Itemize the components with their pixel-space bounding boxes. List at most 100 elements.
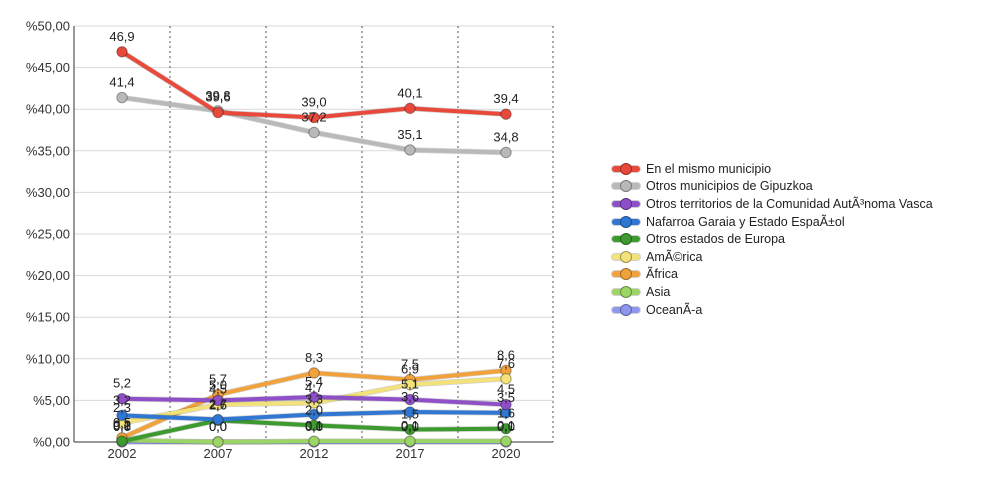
legend-label: Otros territorios de la Comunidad AutÃ³n… [646,196,933,211]
data-point [404,435,416,447]
data-point [116,46,128,58]
data-point [404,423,416,436]
data-label: 1,6 [497,406,515,421]
data-label: 40,1 [397,85,422,100]
legend-label: En el mismo municipio [646,161,772,176]
x-tick-label: 2017 [396,446,425,461]
data-label: 5,7 [209,372,227,387]
data-label: 41,4 [109,75,134,90]
data-label: 34,8 [493,129,518,144]
data-label: 4,7 [305,380,323,395]
data-label: 39,8 [205,88,230,103]
data-label: 35,1 [397,127,422,142]
legend-label: Otros municipios de Gipuzkoa [646,179,813,194]
data-point [116,91,128,104]
data-point [116,393,128,405]
data-label: 1,5 [401,407,419,422]
legend-item: AmÃ©rica [612,248,933,266]
y-tick-label: %45,00 [26,60,70,75]
y-tick-label: %10,00 [26,351,70,366]
y-tick-label: %40,00 [26,102,70,117]
data-label: 2,6 [209,397,227,412]
data-point [308,391,320,403]
data-point [308,408,320,421]
y-tick-label: %50,00 [26,19,70,34]
data-point [212,394,224,407]
data-label: 0,0 [113,419,131,434]
data-point [500,435,512,447]
legend-swatch [612,215,640,228]
data-label: 0,0 [401,419,419,434]
y-tick-label: %20,00 [26,268,70,283]
legend-swatch [612,285,640,298]
data-label: 39,4 [493,91,518,106]
legend-item: Asia [612,283,933,301]
data-point [212,106,224,119]
data-label: 8,3 [305,350,323,365]
data-point [404,144,416,156]
legend-swatch [612,303,640,316]
data-label: 3,5 [497,390,515,405]
x-tick-label: 2002 [108,446,137,461]
legend-item: Otros territorios de la Comunidad AutÃ³n… [612,195,933,213]
legend-swatch [612,268,640,281]
data-point [308,419,320,432]
data-point [308,111,320,124]
data-label: 0,1 [401,418,419,433]
x-tick-label: 2020 [492,446,521,461]
legend-label: Asia [646,284,671,299]
data-label: 5,4 [305,374,323,389]
legend-item: En el mismo municipio [612,160,933,178]
data-label: 0,0 [497,419,515,434]
x-tick-label: 2007 [204,446,233,461]
y-tick-label: %35,00 [26,143,70,158]
data-point [308,367,320,379]
data-label: 0,2 [113,417,131,432]
data-label: 8,6 [497,347,515,362]
y-tick-label: %5,00 [33,393,70,408]
y-tick-label: %30,00 [26,185,70,200]
data-label: 3,2 [113,392,131,407]
x-tick-label: 2012 [300,446,329,461]
legend-label: Ãfrica [646,267,678,282]
legend-item: Otros estados de Europa [612,230,933,248]
data-label: 0,0 [209,419,227,434]
data-label: 2,0 [305,402,323,417]
data-point [308,126,320,139]
data-point [500,422,512,435]
data-point [404,406,416,418]
data-label: 0,0 [209,419,227,434]
legend-label: Otros estados de Europa [646,232,785,247]
data-label: 5,1 [401,377,419,392]
legend-item: Nafarroa Garaia y Estado EspaÃ±ol [612,213,933,231]
data-point [212,436,224,448]
data-label: 4,5 [209,382,227,397]
axes: %0,00 %5,00 %10,00 %15,00 %20,00 %25,00 %30,00… [26,19,553,461]
data-point [500,108,512,120]
legend: En el mismo municipio Otros municipios de… [612,160,933,318]
data-point [500,373,512,385]
data-label: 39,6 [205,90,230,105]
data-point [212,413,224,426]
legend-label: Nafarroa Garaia y Estado EspaÃ±ol [646,214,845,229]
series-layer [116,46,512,448]
data-label: 5,0 [209,377,227,392]
data-label: 3,6 [401,389,419,404]
data-label: 46,9 [109,29,134,44]
data-label: 0,1 [497,418,515,433]
legend-swatch [612,250,640,263]
legend-swatch [612,233,640,246]
data-label: 0,1 [305,418,323,433]
data-point [116,409,128,422]
legend-swatch [612,180,640,193]
data-point [404,393,416,406]
data-label: 0,5 [113,415,131,430]
y-tick-label: %15,00 [26,310,70,325]
data-label: 0,0 [305,419,323,434]
data-point [116,435,128,447]
grid [74,25,554,443]
y-tick-label: %25,00 [26,227,70,242]
legend-label: OceanÃ-a [646,302,703,317]
legend-item: OceanÃ-a [612,301,933,319]
